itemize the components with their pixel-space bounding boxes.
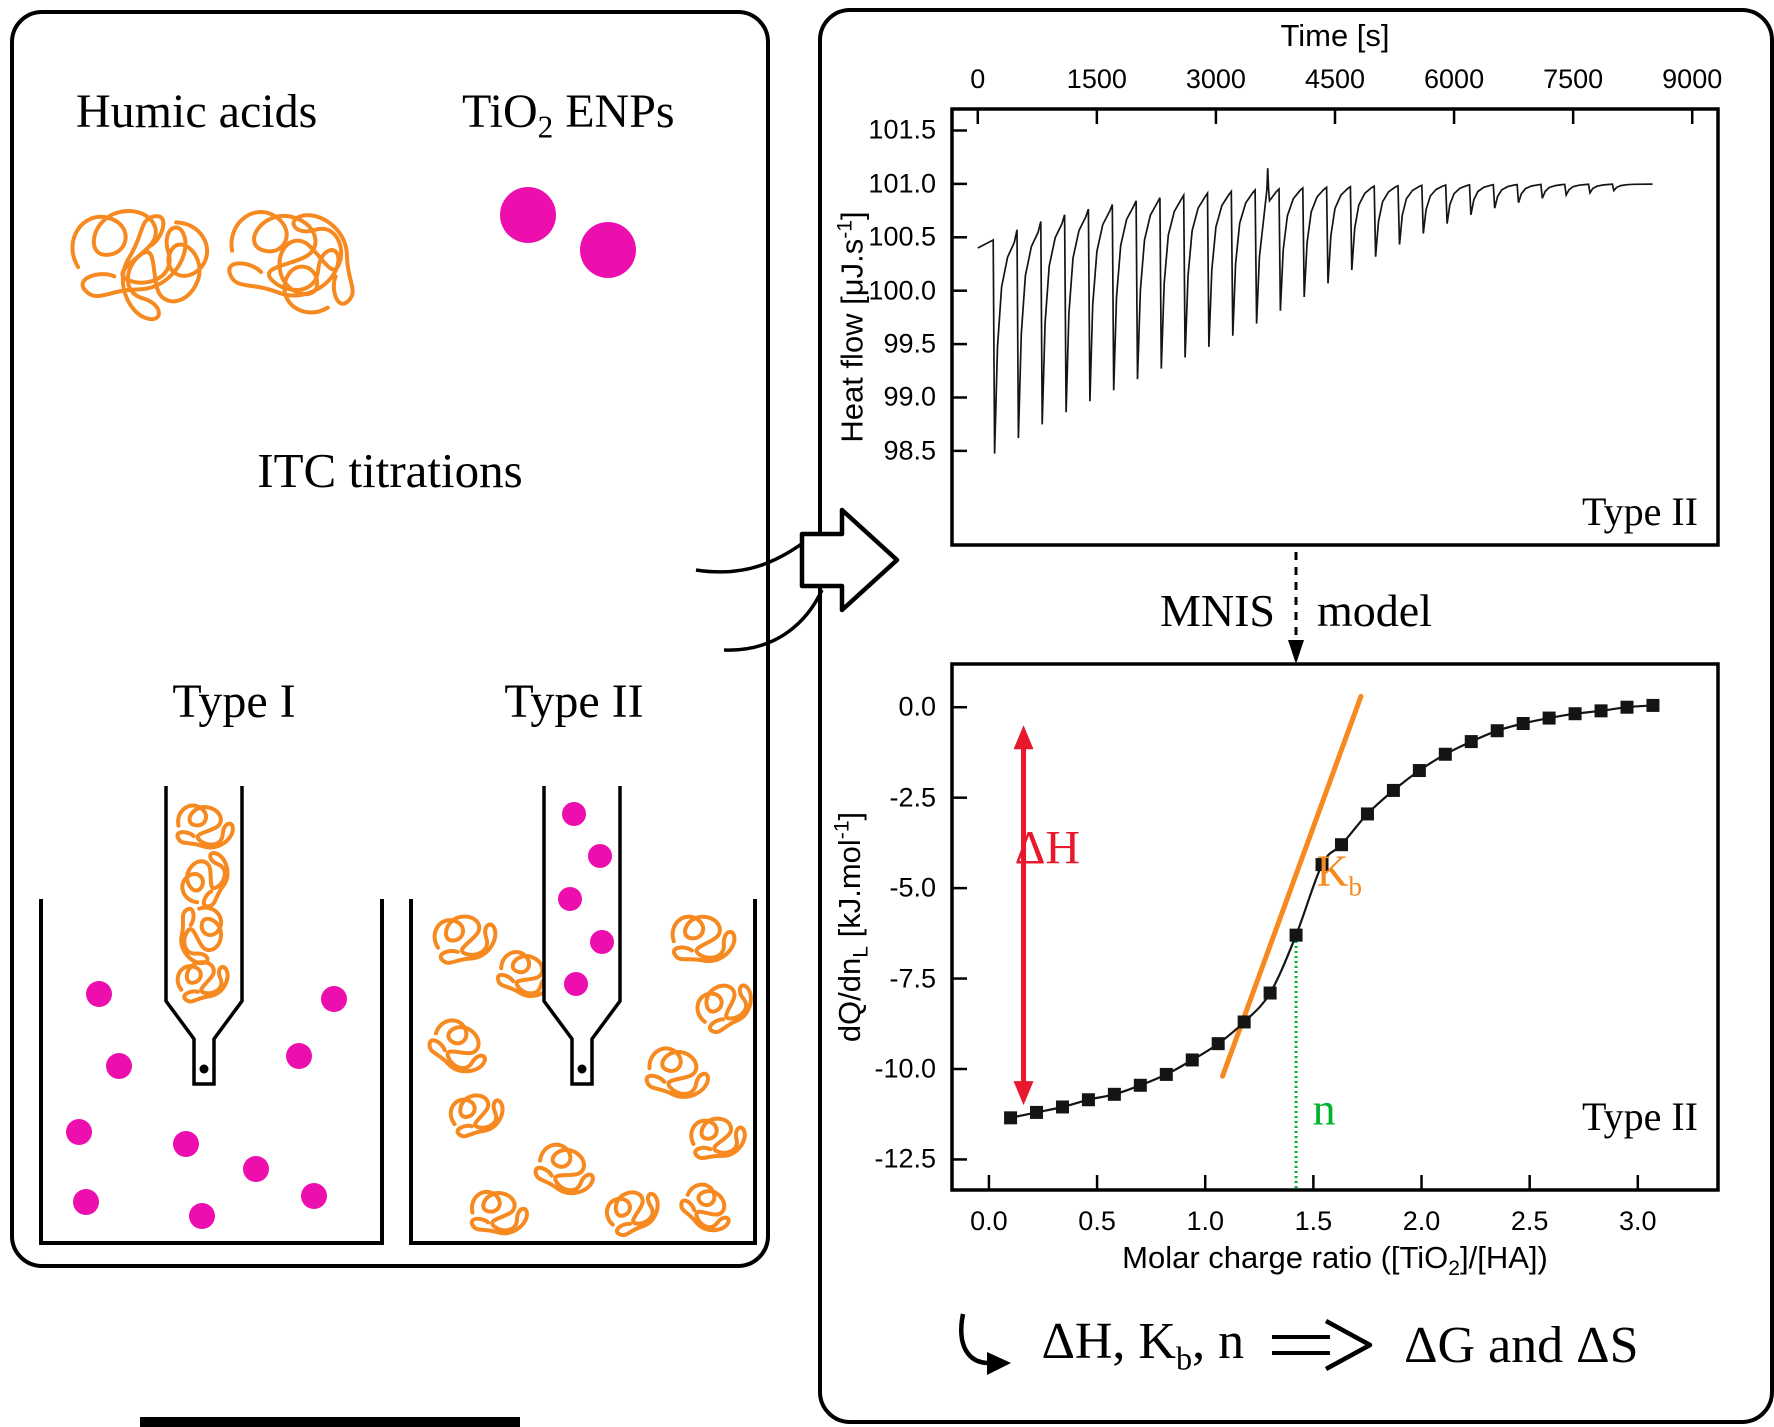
x-tick-label: 2.5 <box>1510 1206 1549 1236</box>
tio2-nanoparticle <box>106 1053 132 1079</box>
y-tick-label: -2.5 <box>889 782 936 813</box>
humic-acids-label: Humic acids <box>76 85 318 138</box>
plot-area <box>950 662 1720 1192</box>
titration-cell-type1 <box>39 899 384 1245</box>
derived-parameters-text: ΔG and ΔS <box>1404 1316 1639 1374</box>
tio2-nanoparticle <box>66 1119 92 1145</box>
fit-parameters-text: ΔH, Kb, n <box>1041 1313 1245 1377</box>
humic-acid-squiggle <box>664 906 741 970</box>
y-tick-label: 99.0 <box>883 381 936 412</box>
tio2-nanoparticle <box>189 1203 215 1229</box>
tio2-nanoparticle <box>500 187 556 243</box>
humic-acid-squiggle <box>260 204 366 328</box>
tio2-nanoparticle <box>590 930 614 954</box>
itc-titrations-label: ITC titrations <box>257 443 523 498</box>
right-panel: Time [s] Heat flow [μJ.s-1] Type II 0 150… <box>818 8 1774 1424</box>
left-panel: Humic acids TiO2 ENPs ITC titrations Typ… <box>10 10 770 1268</box>
y-tick-label: -12.5 <box>874 1143 936 1174</box>
tio2-nanoparticle <box>86 981 112 1007</box>
y-tick-label: -7.5 <box>889 963 936 994</box>
bottom-crop-artifact <box>140 1417 520 1427</box>
plot-area <box>950 107 1720 547</box>
y-tick-label: 98.5 <box>883 435 936 466</box>
tio2-nanoparticle <box>243 1156 269 1182</box>
tio2-nanoparticle <box>588 844 612 868</box>
model-text: model <box>1317 584 1432 636</box>
x-tick-label: 9000 <box>1662 64 1723 94</box>
time-axis-title: Time [s] <box>1280 18 1390 53</box>
y-tick-label: 100.5 <box>868 221 936 252</box>
tio2-nanoparticle <box>321 986 347 1012</box>
humic-acid-squiggle <box>462 1181 534 1243</box>
x-tick-label: 1.5 <box>1294 1206 1333 1236</box>
mnis-model-label: MNIS model <box>822 550 1770 670</box>
y-tick-label: 100.0 <box>868 275 936 306</box>
syringe-type2 <box>542 786 622 1086</box>
tio2-nanoparticle <box>73 1189 99 1215</box>
delta-h-label: ΔH <box>1014 821 1081 875</box>
titration-cell-type2 <box>409 899 757 1245</box>
down-arrow-icon <box>1288 552 1305 664</box>
tio2-nanoparticle <box>301 1183 327 1209</box>
tio2-enps-label: TiO2 ENPs <box>462 85 675 145</box>
type1-label: Type I <box>172 675 296 728</box>
y-tick-label: -10.0 <box>874 1053 936 1084</box>
x-tick-label: 2.0 <box>1402 1206 1441 1236</box>
thermodynamic-results: ΔH, Kb, n ΔG and ΔS <box>822 1312 1770 1378</box>
dq-axis-title: dQ/dnL [kJ.mol-1] <box>830 811 873 1043</box>
x-tick-label: 0.5 <box>1078 1206 1116 1236</box>
y-tick-label: 99.5 <box>883 328 936 359</box>
x-tick-label: 1.0 <box>1186 1206 1224 1236</box>
humic-acid-squiggle <box>684 1109 750 1164</box>
x-tick-label: 4500 <box>1304 64 1366 94</box>
n-label: n <box>1312 1083 1336 1135</box>
y-tick-label: -5.0 <box>889 872 936 903</box>
binding-isotherm-chart: Type II 0.0 0.5 1.0 1.5 2.0 2.5 3.0 0.0 -2.5 -5.0… <box>874 662 1720 1236</box>
x-tick-label: 7500 <box>1543 64 1604 94</box>
x-tick-label: 1500 <box>1066 64 1127 94</box>
x-tick-label: 3.0 <box>1619 1206 1657 1236</box>
itc-thermogram-chart: Type II 0 1500 3000 4500 6000 7500 9000 101.5 10… <box>868 64 1722 547</box>
tio2-nanoparticle <box>286 1043 312 1069</box>
y-tick-label: 101.5 <box>868 114 936 145</box>
molar-ratio-axis-title: Molar charge ratio ([TiO2]/[HA]) <box>1122 1240 1548 1281</box>
type2-annotation-isotherm: Type II <box>1581 1094 1698 1139</box>
curved-arrow-icon <box>959 1313 1012 1375</box>
transfer-arrow <box>695 507 900 652</box>
x-tick-label: 0.0 <box>970 1206 1008 1236</box>
mnis-text: MNIS <box>1159 584 1276 636</box>
y-tick-label: 0.0 <box>898 691 936 722</box>
y-tick-label: 101.0 <box>868 168 936 199</box>
kb-label: Kb <box>1316 846 1363 902</box>
tio2-nanoparticle <box>562 802 586 826</box>
type2-label: Type II <box>504 675 644 728</box>
humic-acid-squiggle <box>425 903 504 971</box>
type2-annotation-thermogram: Type II <box>1581 489 1698 534</box>
tio2-nanoparticle <box>564 972 588 996</box>
heatflow-axis-title: Heat flow [μJ.s-1] <box>833 211 870 443</box>
implies-arrow-icon <box>1272 1319 1373 1371</box>
x-tick-label: 3000 <box>1185 64 1246 94</box>
tio2-nanoparticle <box>558 887 582 911</box>
x-tick-label: 0 <box>970 64 986 94</box>
tio2-nanoparticle <box>173 1131 199 1157</box>
x-tick-label: 6000 <box>1424 64 1485 94</box>
tio2-nanoparticle <box>580 222 636 278</box>
